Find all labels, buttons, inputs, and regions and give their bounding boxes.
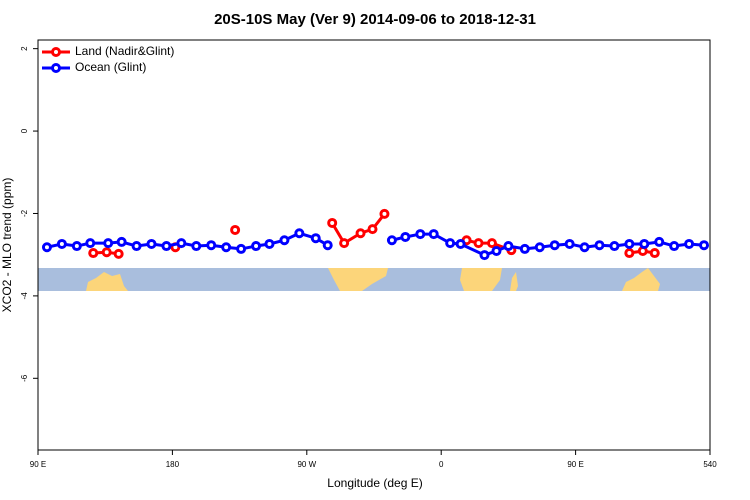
point (367, 224, 378, 235)
point (251, 241, 262, 252)
point (400, 231, 411, 242)
point (146, 238, 157, 249)
point (428, 229, 439, 240)
point (486, 238, 497, 249)
point (654, 236, 665, 247)
y-tick-label: -4 (20, 292, 29, 300)
land-patch (86, 272, 128, 291)
point (479, 250, 490, 261)
point (71, 241, 82, 252)
point (41, 242, 52, 253)
point (88, 248, 99, 259)
point (699, 240, 710, 251)
point (564, 238, 575, 249)
plot-frame (37, 39, 711, 451)
point (519, 243, 530, 254)
point (355, 228, 366, 239)
y-tick-label: -6 (20, 374, 29, 382)
point (624, 248, 635, 259)
point (264, 238, 275, 249)
y-tick-label: 2 (20, 46, 29, 51)
land-patch (328, 268, 388, 291)
point (103, 238, 114, 249)
point (279, 235, 290, 246)
x-tick-label: 540 (703, 460, 717, 469)
point (609, 241, 620, 252)
point (415, 229, 426, 240)
y-axis-label: XCO2 - MLO trend (ppm) (0, 178, 14, 313)
land-patch (510, 272, 518, 291)
point (669, 241, 680, 252)
point (236, 243, 247, 254)
x-tick-label: 0 (439, 460, 444, 469)
x-tick-label: 90 W (297, 460, 316, 469)
series-line (46, 231, 705, 257)
point (191, 241, 202, 252)
x-axis-label: Longitude (deg E) (327, 476, 422, 490)
x-tick-label: 180 (166, 460, 180, 469)
point (206, 240, 217, 251)
point (56, 238, 67, 249)
point (113, 248, 124, 259)
point (386, 235, 397, 246)
legend-marker (51, 63, 61, 73)
point (339, 238, 350, 249)
point (230, 224, 241, 235)
point (549, 240, 560, 251)
point (639, 238, 650, 249)
point (684, 238, 695, 249)
legend-marker (51, 47, 61, 57)
point (503, 241, 514, 252)
point (579, 242, 590, 253)
point (131, 241, 142, 252)
point (101, 247, 112, 258)
point (161, 241, 172, 252)
chart-title: 20S-10S May (Ver 9) 2014-09-06 to 2018-1… (214, 11, 536, 28)
point (445, 238, 456, 249)
point (322, 240, 333, 251)
map-band (38, 268, 710, 291)
y-tick-label: -2 (20, 209, 29, 217)
point (85, 238, 96, 249)
legend-label: Ocean (Glint) (75, 60, 146, 74)
point (116, 236, 127, 247)
x-tick-label: 90 E (30, 460, 46, 469)
point (455, 238, 466, 249)
point (310, 233, 321, 244)
point (221, 242, 232, 253)
land-patch (622, 268, 660, 291)
point (649, 248, 660, 259)
point (491, 245, 502, 256)
y-tick-label: 0 (20, 128, 29, 133)
point (534, 242, 545, 253)
x-tick-label: 90 E (567, 460, 583, 469)
point (594, 240, 605, 251)
point (624, 238, 635, 249)
legend-label: Land (Nadir&Glint) (75, 44, 174, 58)
point (327, 217, 338, 228)
land-patch (460, 268, 502, 291)
point (294, 228, 305, 239)
point (473, 238, 484, 249)
point (379, 208, 390, 219)
point (176, 238, 187, 249)
